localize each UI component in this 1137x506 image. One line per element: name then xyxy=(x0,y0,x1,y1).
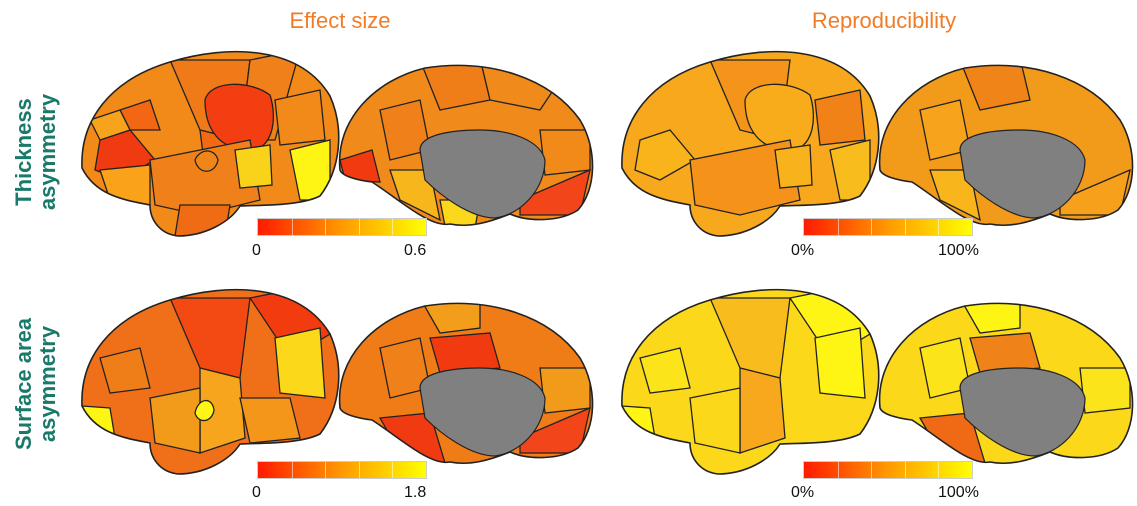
lateral-brain-surface-icon xyxy=(81,50,340,237)
medial-brain-surface-icon xyxy=(338,64,594,227)
colorbar-tick xyxy=(837,219,839,235)
colorbar-tick xyxy=(325,219,327,235)
colorbar-thickness-reproducibility xyxy=(803,218,973,236)
colorbar-min-label: 0 xyxy=(252,242,261,259)
colorbar-max-label: 100% xyxy=(938,242,979,259)
medial-wall xyxy=(419,129,546,219)
panel-surface-area-reproducibility xyxy=(621,288,1134,475)
colorbar-surface-area-effect-size xyxy=(257,461,427,479)
colorbar-max-label: 100% xyxy=(938,484,979,501)
colorbar-tick xyxy=(358,219,360,235)
colorbar-tick xyxy=(358,462,360,478)
colorbar-tick xyxy=(392,462,394,478)
medial-brain-surface-icon xyxy=(878,64,1134,227)
medial-brain-surface-icon xyxy=(338,302,594,465)
colorbar-tick xyxy=(392,219,394,235)
lateral-brain-surface-icon xyxy=(81,288,340,475)
colorbar-tick xyxy=(904,219,906,235)
medial-wall xyxy=(959,367,1086,457)
colorbar-tick xyxy=(291,462,293,478)
colorbar-tick xyxy=(938,462,940,478)
colorbar-tick xyxy=(871,219,873,235)
column-title-effect-size: Effect size xyxy=(289,8,391,33)
colorbar-thickness-effect-size xyxy=(257,218,427,236)
colorbar-tick xyxy=(871,462,873,478)
medial-wall xyxy=(959,129,1086,219)
colorbar-surface-area-reproducibility xyxy=(803,461,973,479)
lateral-brain-surface-icon xyxy=(621,50,880,237)
colorbar-max-label: 0.6 xyxy=(404,242,427,259)
colorbar-tick xyxy=(938,219,940,235)
colorbar-min-label: 0% xyxy=(791,484,815,501)
column-title-reproducibility: Reproducibility xyxy=(811,8,957,33)
colorbar-tick xyxy=(325,462,327,478)
colorbar-min-label: 0 xyxy=(252,484,261,501)
panel-surface-area-effect-size xyxy=(81,288,594,475)
medial-wall xyxy=(419,367,546,457)
colorbar-min-label: 0% xyxy=(791,242,815,259)
medial-brain-surface-icon xyxy=(878,302,1134,465)
panel-thickness-reproducibility xyxy=(621,50,1134,237)
lateral-brain-surface-icon xyxy=(621,288,880,475)
colorbar-max-label: 1.8 xyxy=(404,484,427,501)
panel-thickness-effect-size xyxy=(81,50,594,237)
colorbar-tick xyxy=(904,462,906,478)
colorbar-tick xyxy=(837,462,839,478)
colorbar-tick xyxy=(291,219,293,235)
